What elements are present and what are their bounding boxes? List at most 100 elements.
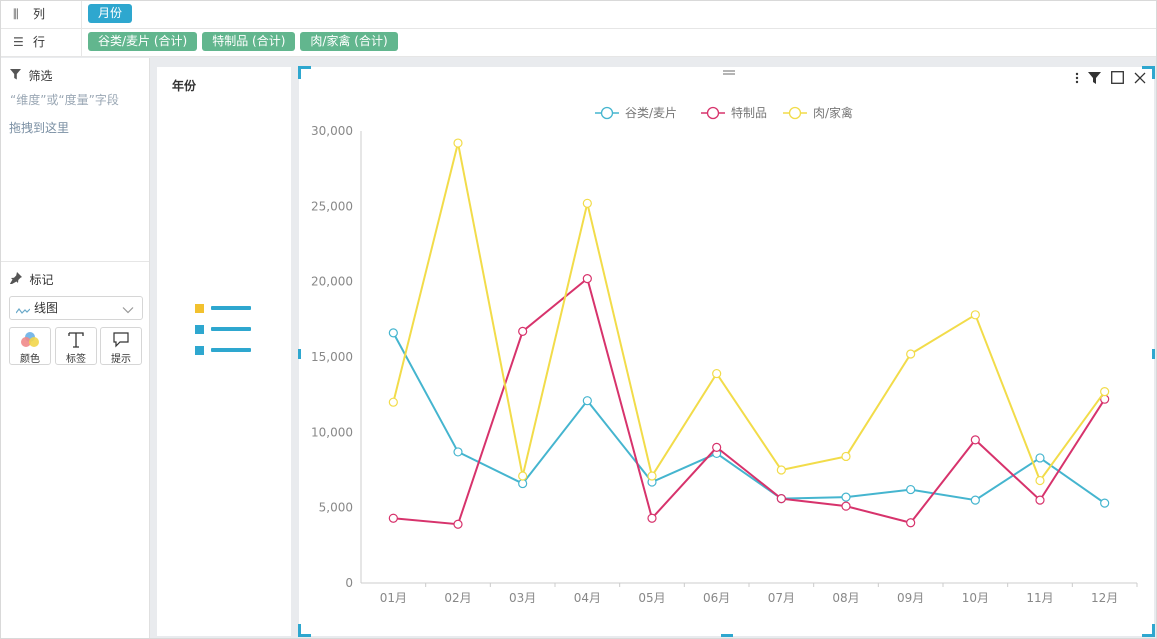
chart-panel[interactable]: 0 5,000 10,000 15,000 20,000 25,000 30,000 01月 0…: [298, 66, 1155, 637]
legend-panel: 年份: [157, 67, 291, 636]
color-button-label: 颜色: [20, 354, 40, 365]
text-t-icon: [56, 331, 96, 349]
data-point: [906, 484, 916, 495]
filter-drop-hint-2[interactable]: 拖拽到这里: [9, 121, 70, 135]
series-line-1: [392, 332, 1106, 504]
close-icon[interactable]: [1134, 72, 1146, 87]
resize-handle-right[interactable]: [1152, 349, 1155, 359]
data-point: [518, 478, 528, 489]
chart-toolbar: [1069, 71, 1146, 89]
legend-swatch-marker: [706, 106, 720, 120]
column-pill-month[interactable]: 月份: [88, 4, 133, 23]
data-point: [712, 368, 722, 379]
line-chart: 0 5,000 10,000 15,000 20,000 25,000 30,000 01月 0…: [311, 105, 1138, 605]
data-point: [841, 501, 851, 511]
x-tick-label: 12月: [1091, 591, 1118, 605]
data-point: [712, 442, 722, 452]
y-tick-label: 10,000: [311, 425, 353, 439]
filter-section-title: 筛选: [10, 67, 53, 84]
filter-drop-hint[interactable]: “维度”或“度量”字段: [10, 93, 119, 107]
rows-shelf: ☰ 行 谷类/麦片 (合计) 特制品 (合计) 肉/家禽 (合计): [1, 29, 1156, 57]
data-point: [841, 451, 851, 462]
x-tick-label: 01月: [380, 591, 407, 605]
data-point: [388, 328, 398, 338]
row-pill-specialty[interactable]: 特制品 (合计): [202, 32, 296, 51]
data-point: [841, 492, 851, 502]
y-tick-label: 0: [345, 576, 353, 590]
data-point: [518, 471, 528, 481]
data-point: [647, 513, 657, 523]
color-button[interactable]: 颜色: [9, 327, 51, 365]
marks-title: 标记: [29, 273, 54, 287]
series-line-3: [392, 142, 1106, 483]
data-point: [582, 396, 592, 406]
data-point: [647, 471, 657, 481]
x-tick-label: 10月: [962, 591, 989, 605]
y-tick-label: 20,000: [311, 275, 353, 289]
rows-label-text: 行: [33, 35, 46, 49]
color-palette-icon: [10, 331, 50, 349]
label-button[interactable]: 标签: [55, 327, 97, 365]
x-tick-label: 09月: [897, 591, 924, 605]
legend-swatch-marker: [788, 106, 802, 120]
data-point: [1100, 387, 1110, 397]
mark-type-select[interactable]: 线图: [9, 296, 143, 320]
legend-panel-title: 年份: [172, 79, 197, 93]
data-point: [453, 138, 463, 148]
drag-handle-icon[interactable]: [722, 67, 736, 81]
resize-handle-left[interactable]: [298, 349, 301, 359]
more-options-icon[interactable]: [1075, 72, 1079, 87]
x-tick-label: 06月: [703, 591, 730, 605]
pin-icon: [10, 272, 26, 287]
data-point: [776, 494, 786, 504]
data-point: [388, 513, 398, 523]
selection-corner-tr: [1142, 66, 1155, 79]
y-tick-label: 30,000: [311, 124, 353, 138]
filter-title: 筛选: [28, 69, 53, 83]
x-tick-label: 05月: [638, 591, 665, 605]
rows-pills: 谷类/麦片 (合计) 特制品 (合计) 肉/家禽 (合计): [88, 32, 403, 52]
x-tick-label: 04月: [574, 591, 601, 605]
legend-swatch-marker: [600, 106, 614, 120]
data-point: [582, 198, 592, 208]
row-pill-cereals[interactable]: 谷类/麦片 (合计): [88, 32, 198, 51]
data-point: [906, 518, 916, 528]
maximize-icon[interactable]: [1111, 71, 1125, 87]
label-button-label: 标签: [66, 354, 86, 365]
columns-shelf: ⫼ 列 月份: [1, 1, 1156, 29]
data-point: [453, 519, 463, 529]
chart-filter-icon[interactable]: [1088, 71, 1102, 87]
row-pill-meat[interactable]: 肉/家禽 (合计): [300, 32, 398, 51]
data-point: [970, 495, 980, 505]
x-tick-label: 08月: [832, 591, 859, 605]
data-point: [1035, 453, 1045, 463]
columns-icon: ⫼: [13, 7, 19, 21]
selection-corner-tl: [298, 66, 311, 79]
left-panel: 筛选 “维度”或“度量”字段 拖拽到这里 标记 线图: [1, 58, 150, 638]
data-point: [1035, 475, 1045, 486]
legend-list-icon: [195, 303, 255, 358]
filter-icon: [10, 69, 25, 83]
selection-corner-bl: [298, 624, 311, 637]
rows-shelf-label: ☰ 行: [13, 29, 82, 56]
x-tick-label: 02月: [444, 591, 471, 605]
y-tick-label: 5,000: [319, 501, 353, 515]
data-point: [453, 447, 463, 457]
legend-entry-1: 谷类/麦片: [625, 106, 677, 120]
x-tick-label: 11月: [1026, 591, 1053, 605]
tooltip-button[interactable]: 提示: [100, 327, 142, 365]
data-point: [388, 397, 398, 407]
panel-divider: [1, 261, 149, 262]
data-point: [776, 465, 786, 475]
speech-bubble-icon: [101, 331, 141, 349]
line-chart-icon: [15, 304, 31, 318]
resize-handle-bottom[interactable]: [721, 634, 733, 637]
x-tick-label: 07月: [768, 591, 795, 605]
legend-entry-3: 肉/家禽: [813, 105, 853, 120]
columns-label-text: 列: [33, 7, 46, 21]
data-point: [582, 274, 592, 284]
data-point: [970, 435, 980, 445]
x-tick-label: 03月: [509, 591, 536, 605]
data-point: [906, 349, 916, 359]
